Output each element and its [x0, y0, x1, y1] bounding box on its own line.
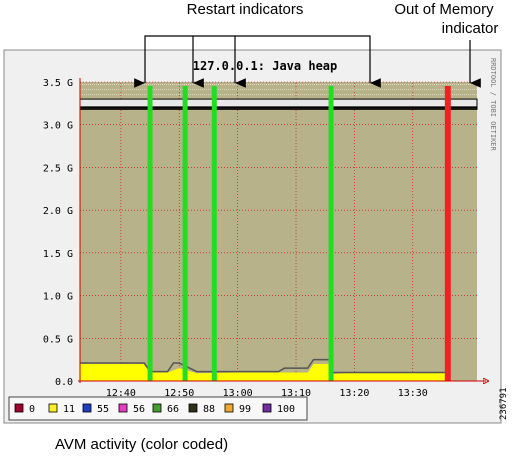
restart-indicator-bar — [147, 86, 153, 381]
legend-swatch — [118, 403, 128, 413]
oom-callout-line2: indicator — [442, 20, 499, 37]
legend-swatch — [48, 403, 58, 413]
x-tick-label: 12:40 — [106, 388, 136, 399]
restart-indicators-callout: Restart indicators — [187, 1, 304, 18]
plot-area — [80, 82, 477, 381]
y-tick-label: 1.5 G — [43, 249, 73, 260]
oom-indicator-bar — [444, 86, 451, 381]
grid-layer — [80, 81, 477, 381]
legend-swatch — [14, 403, 24, 413]
tick-layer: 0.0 0.5 G 1.0 G 1.5 G 2.0 G 2.5 G 3.0 G 3.5 G 12… — [43, 78, 428, 399]
avm-activity-callout: AVM activity (color coded) — [55, 436, 228, 453]
legend-label: 88 — [203, 404, 215, 415]
y-tick-label: 0.0 — [55, 377, 73, 388]
legend-swatch — [224, 403, 234, 413]
restart-callout-bracket — [134, 35, 381, 88]
legend-label: 66 — [167, 404, 179, 415]
restart-indicator-bar — [182, 86, 188, 381]
oom-callout-line1: Out of Memory — [394, 1, 494, 18]
y-tick-label: 3.0 G — [43, 121, 73, 132]
y-tick-label: 0.5 G — [43, 334, 73, 345]
heap-committed-line — [80, 358, 448, 374]
figure-id: 236791 — [499, 387, 509, 420]
x-tick-label: 13:10 — [281, 388, 311, 399]
x-tick-label: 13:00 — [223, 388, 253, 399]
restart-indicator-bar — [211, 86, 217, 381]
legend-label: 100 — [277, 404, 295, 415]
legend-label: 55 — [97, 404, 109, 415]
x-tick-label: 12:50 — [164, 388, 194, 399]
rrdtool-label: RRDTOOL / TOBI OETIKER — [489, 58, 497, 152]
legend-swatch — [188, 403, 198, 413]
y-tick-label: 2.5 G — [43, 163, 73, 174]
y-tick-label: 2.0 G — [43, 206, 73, 217]
x-tick-label: 13:30 — [398, 388, 428, 399]
legend-label: 99 — [239, 404, 251, 415]
legend-swatch — [82, 403, 92, 413]
y-tick-label: 1.0 G — [43, 292, 73, 303]
legend-label: 56 — [133, 404, 145, 415]
heap-layer — [79, 98, 478, 381]
legend-label: 11 — [63, 404, 75, 415]
indicator-layer — [147, 86, 451, 381]
legend-swatch — [262, 403, 272, 413]
legend-label: 0 — [29, 404, 35, 415]
chart-title: 127.0.0.1: Java heap — [193, 59, 338, 73]
legend: 0 11 55 56 66 88 99 100 — [14, 403, 295, 415]
legend-swatch — [152, 403, 162, 413]
restart-indicator-bar — [328, 86, 334, 381]
y-tick-label: 3.5 G — [43, 78, 73, 89]
heap-used-area — [80, 363, 448, 381]
x-tick-label: 13:20 — [339, 388, 369, 399]
